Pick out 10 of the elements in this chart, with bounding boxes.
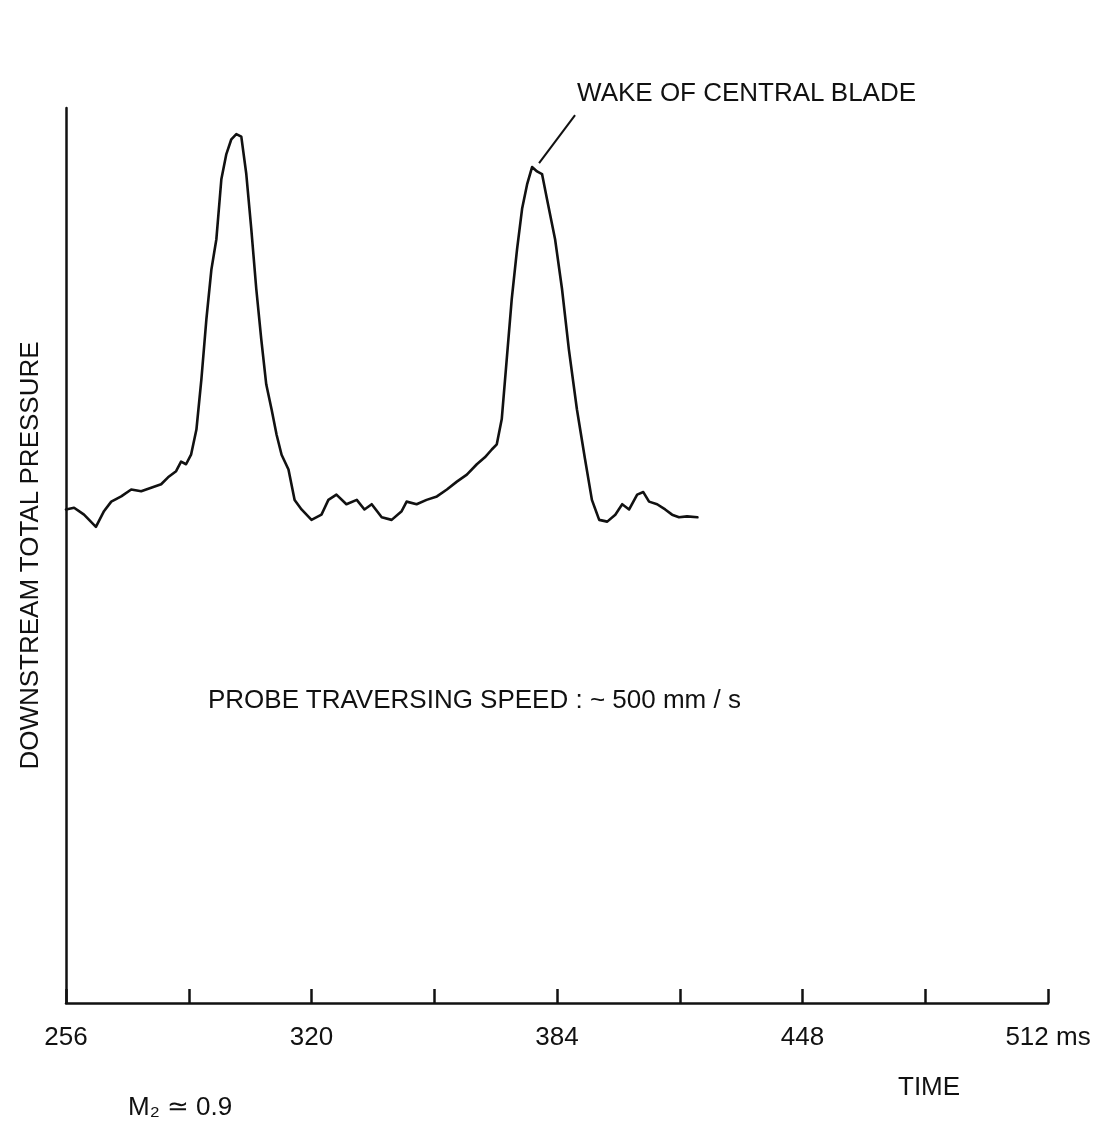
x-axis-title: TIME bbox=[898, 1071, 961, 1101]
annotation: PROBE TRAVERSING SPEED : ~ 500 mm / s bbox=[208, 684, 741, 714]
x-tick-label: 384 bbox=[535, 1021, 579, 1051]
x-tick-label: 448 bbox=[780, 1021, 825, 1051]
x-tick-label: 256 bbox=[44, 1021, 88, 1051]
x-tick-label: 320 bbox=[289, 1021, 334, 1051]
annotation: WAKE OF CENTRAL BLADE bbox=[577, 77, 917, 108]
y-axis-title: DOWNSTREAM TOTAL PRESSURE bbox=[14, 341, 44, 770]
text: M₂ ≃ 0.9 bbox=[128, 1091, 233, 1121]
x-tick-label: 512 ms bbox=[1005, 1021, 1091, 1051]
